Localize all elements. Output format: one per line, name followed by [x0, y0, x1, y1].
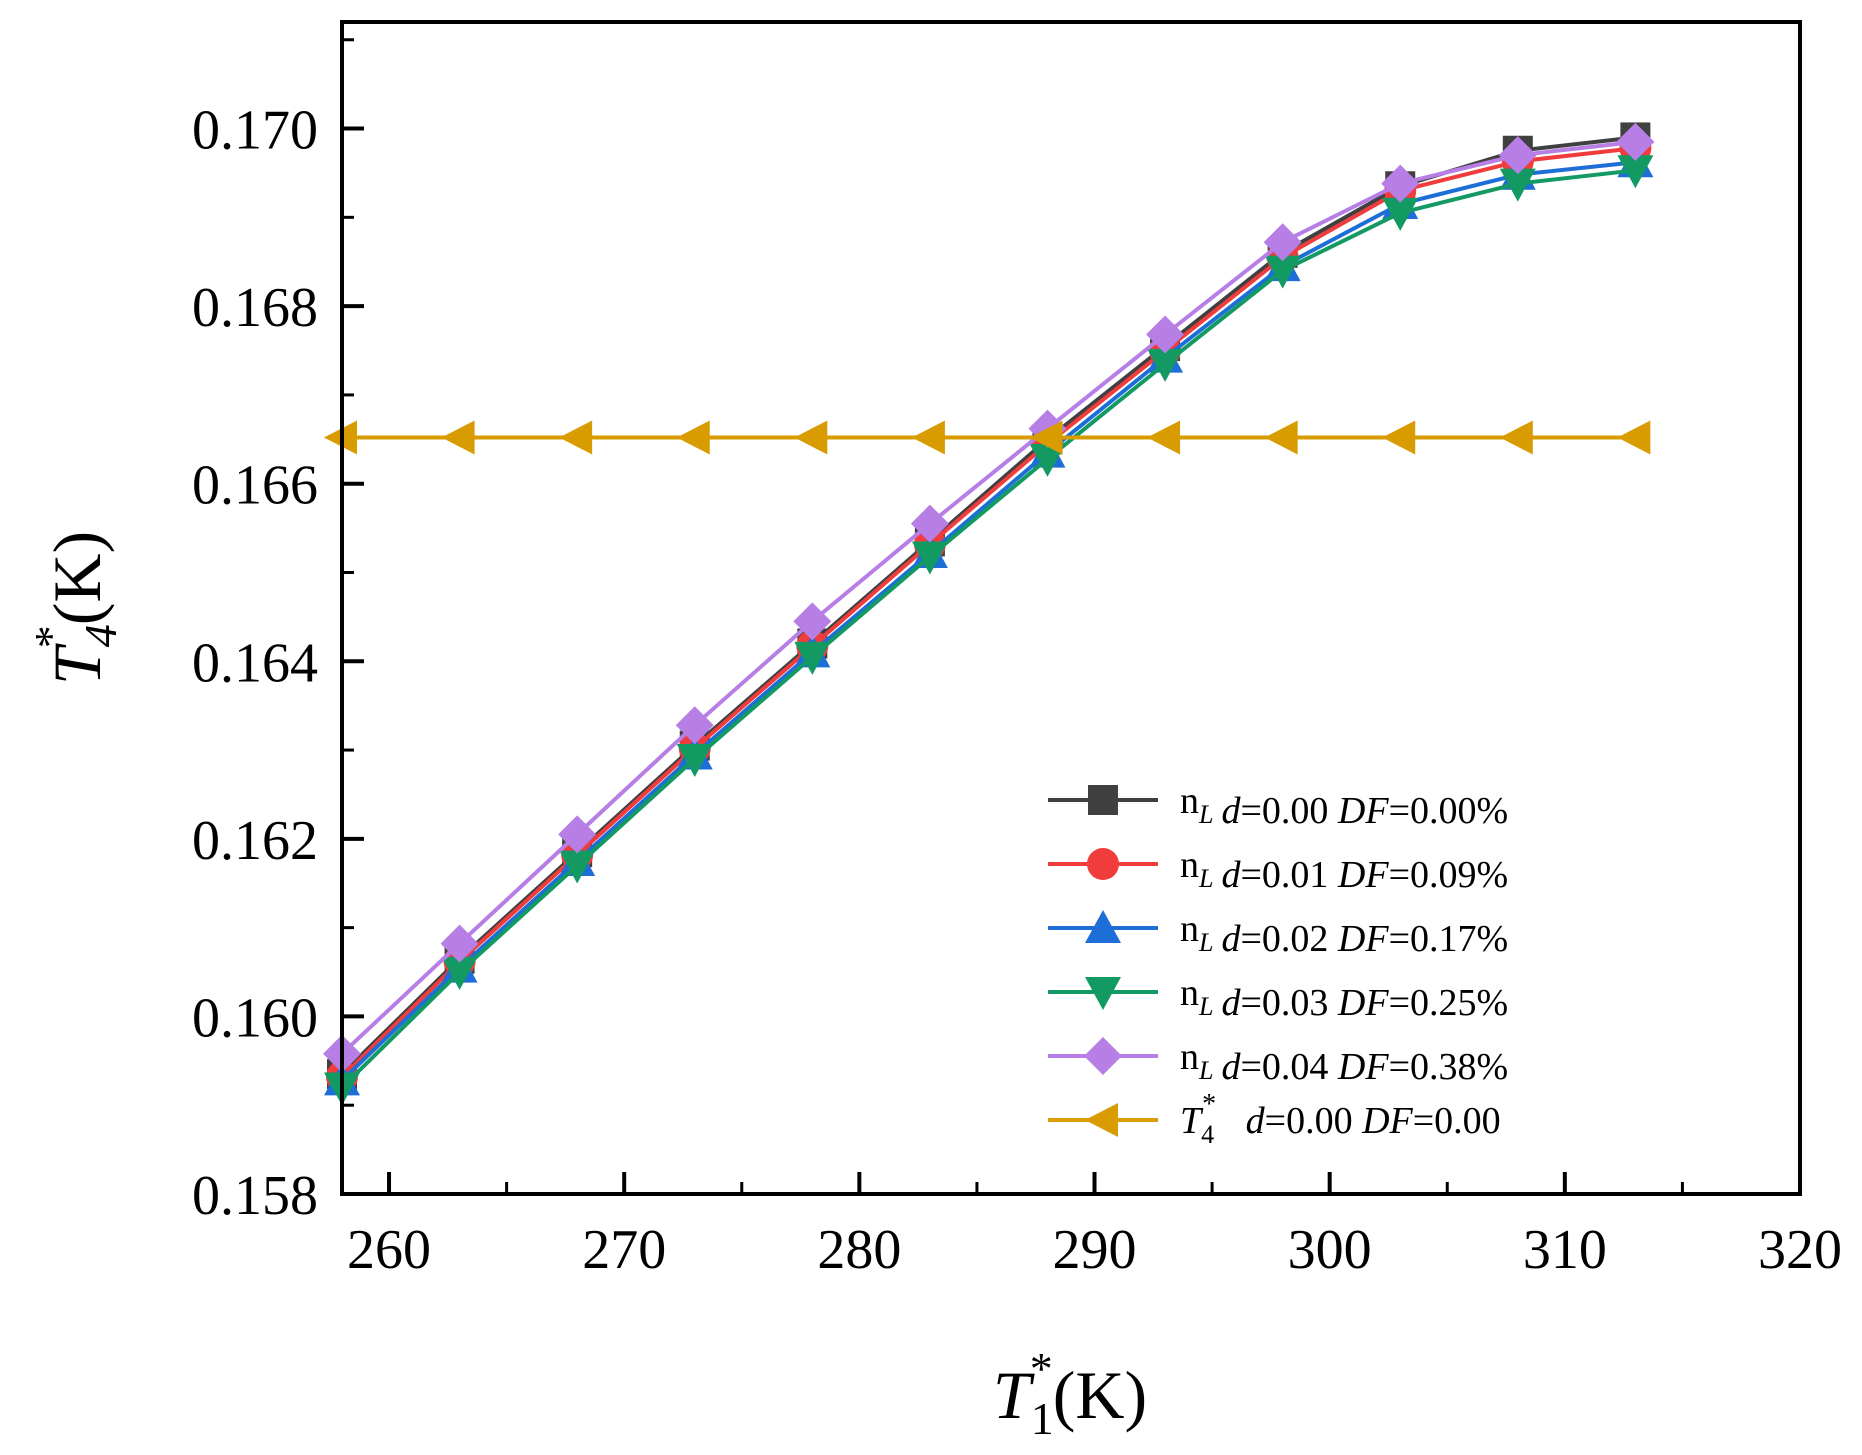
y-axis-title: T4*(K)	[25, 531, 126, 685]
series-line	[340, 139, 1636, 1056]
legend-marker	[1085, 977, 1121, 1010]
legend-label: T4* d=0.00 DF=0.00	[1180, 1089, 1501, 1149]
data-point	[559, 850, 596, 884]
series-line	[340, 160, 1636, 1082]
data-point	[1617, 420, 1651, 455]
y-tick-label: 0.160	[192, 987, 318, 1049]
data-point	[1499, 168, 1536, 202]
legend-marker	[1085, 910, 1121, 943]
series-3	[324, 155, 1654, 1106]
legend-marker	[1087, 848, 1119, 880]
series-line	[340, 168, 1636, 1089]
x-tick-label: 300	[1288, 1219, 1372, 1281]
data-point	[1382, 197, 1419, 231]
y-tick-label: 0.168	[192, 277, 318, 339]
data-point	[1146, 315, 1185, 354]
legend-entry-1: nL d=0.01 DF=0.09%	[1048, 844, 1508, 896]
y-axis-title-sup: *	[25, 625, 76, 648]
x-tick-label: 270	[582, 1219, 666, 1281]
y-tick-label: 0.164	[192, 632, 318, 694]
legend-entry-2: nL d=0.02 DF=0.17%	[1048, 908, 1508, 960]
data-point	[1264, 420, 1298, 455]
data-point	[558, 815, 597, 854]
data-point	[676, 420, 710, 455]
x-axis-title-sub: 1	[1031, 1393, 1054, 1444]
x-axis-title-sup: *	[1030, 1343, 1053, 1394]
data-point	[794, 420, 828, 455]
data-point	[1381, 164, 1420, 203]
ticks-layer: 260 270 280 290 300 310 320 0.158 0.160 0.162 0.16…	[192, 38, 1842, 1281]
data-point	[911, 420, 945, 455]
x-tick-label: 260	[347, 1219, 431, 1281]
x-axis-title: T1*(K)	[993, 1343, 1147, 1444]
data-point	[1382, 420, 1416, 455]
data-point	[910, 504, 949, 543]
legend-label: nL d=0.02 DF=0.17%	[1180, 908, 1508, 960]
data-point	[794, 641, 831, 675]
x-tick-label: 280	[817, 1219, 901, 1281]
data-point	[1029, 420, 1063, 455]
series-layer	[323, 122, 1655, 1106]
legend-entry-5: T4* d=0.00 DF=0.00	[1048, 1089, 1501, 1149]
data-point	[1029, 443, 1066, 477]
data-point	[1617, 155, 1654, 189]
plot-frame	[340, 20, 1802, 1196]
y-tick-label: 0.158	[192, 1165, 318, 1227]
data-point	[793, 602, 832, 641]
x-tick-label: 310	[1523, 1219, 1607, 1281]
y-tick-label: 0.162	[192, 810, 318, 872]
y-tick-label: 0.166	[192, 455, 318, 517]
y-axis-title-unit: (K)	[39, 531, 115, 625]
y-tick-label: 0.170	[192, 100, 318, 162]
data-point	[441, 420, 475, 455]
data-point	[441, 957, 478, 991]
data-point	[675, 706, 714, 745]
legend: nL d=0.00 DF=0.00% nL d=0.01 DF=0.09% nL d=0.…	[1048, 780, 1508, 1149]
data-point	[1498, 136, 1537, 175]
data-point	[1147, 348, 1184, 382]
legend-label: nL d=0.01 DF=0.09%	[1180, 844, 1508, 896]
y-axis-title-sub: 4	[75, 624, 126, 647]
data-point	[676, 743, 713, 777]
legend-entry-0: nL d=0.00 DF=0.00%	[1048, 780, 1508, 832]
data-point	[440, 924, 479, 963]
data-point	[1616, 122, 1655, 161]
x-tick-label: 290	[1053, 1219, 1137, 1281]
x-axis-title-unit: (K)	[1053, 1357, 1147, 1433]
data-point	[1499, 420, 1533, 455]
legend-label: nL d=0.03 DF=0.25%	[1180, 972, 1508, 1024]
legend-label: nL d=0.04 DF=0.38%	[1180, 1036, 1508, 1088]
series-5	[324, 420, 1651, 455]
y-axis-title-main: T	[39, 643, 115, 685]
legend-entry-4: nL d=0.04 DF=0.38%	[1048, 1036, 1508, 1088]
data-point	[911, 541, 948, 575]
x-axis-title-main: T	[993, 1357, 1035, 1433]
data-point	[1263, 223, 1302, 262]
legend-label: nL d=0.00 DF=0.00%	[1180, 780, 1508, 832]
data-point	[559, 420, 593, 455]
legend-marker	[1088, 785, 1118, 815]
data-point	[1147, 420, 1181, 455]
legend-marker	[1084, 1037, 1122, 1075]
legend-marker	[1085, 1103, 1118, 1137]
series-line	[340, 146, 1636, 1079]
data-point	[1264, 255, 1301, 289]
legend-entry-3: nL d=0.03 DF=0.25%	[1048, 972, 1508, 1024]
x-tick-label: 320	[1758, 1219, 1842, 1281]
